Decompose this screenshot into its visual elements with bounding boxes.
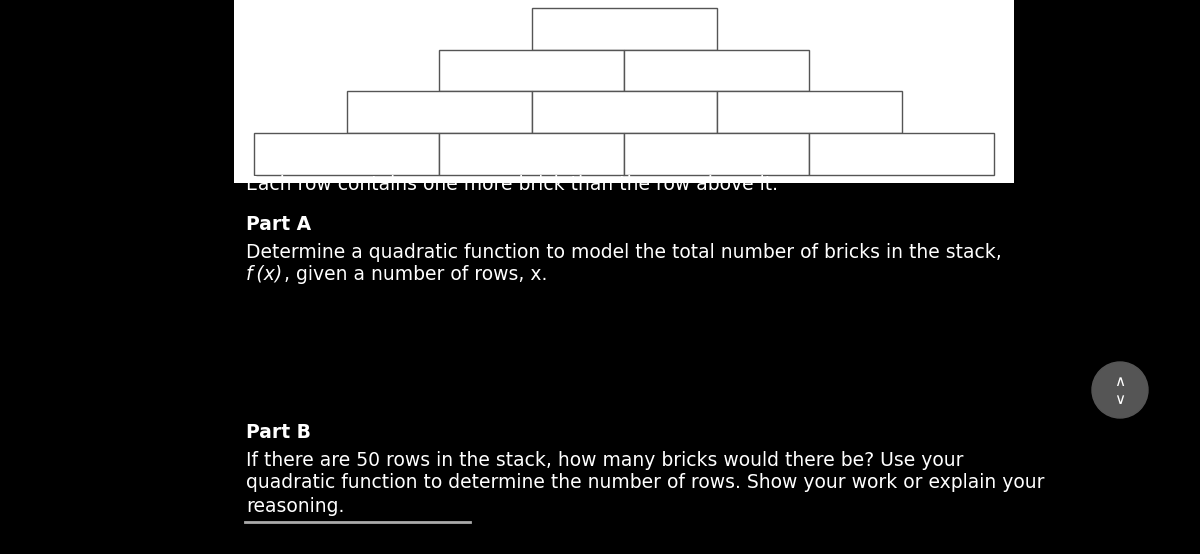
Bar: [624, 133, 809, 175]
Bar: [439, 133, 624, 175]
Bar: [624, 50, 809, 91]
Text: ∧: ∧: [1115, 375, 1126, 389]
Text: , given a number of rows, x.: , given a number of rows, x.: [284, 265, 547, 284]
Text: quadratic function to determine the number of rows. Show your work or explain yo: quadratic function to determine the numb…: [246, 473, 1044, 492]
Text: Determine a quadratic function to model the total number of bricks in the stack,: Determine a quadratic function to model …: [246, 243, 1002, 262]
Text: Each row contains one more brick than the row above it.: Each row contains one more brick than th…: [246, 175, 778, 194]
Circle shape: [1092, 362, 1148, 418]
Text: If there are 50 rows in the stack, how many bricks would there be? Use your: If there are 50 rows in the stack, how m…: [246, 451, 964, 470]
Bar: [716, 91, 901, 133]
Bar: [234, 0, 1014, 183]
Bar: [254, 133, 439, 175]
Text: Part A: Part A: [246, 215, 311, 234]
Bar: [532, 91, 716, 133]
Bar: [439, 50, 624, 91]
Bar: [532, 8, 716, 50]
Text: reasoning.: reasoning.: [246, 497, 344, 516]
Bar: [347, 91, 532, 133]
Text: ∨: ∨: [1115, 392, 1126, 408]
Text: Part B: Part B: [246, 423, 311, 442]
Bar: [809, 133, 994, 175]
Text: f (x): f (x): [246, 265, 282, 284]
